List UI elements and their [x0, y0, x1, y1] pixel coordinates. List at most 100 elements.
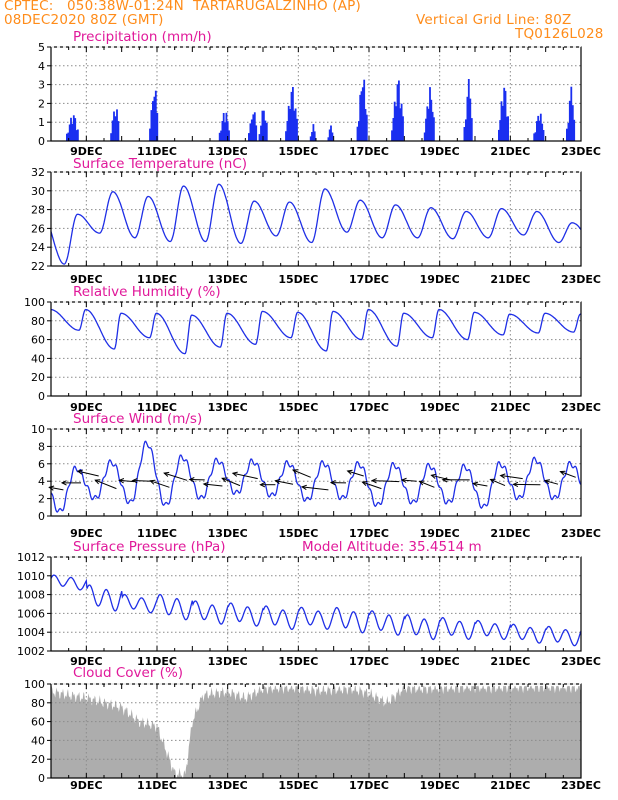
- precip-bar-79: [429, 87, 431, 141]
- precip-bar-108: [570, 86, 573, 141]
- wind-arrow-head: [60, 480, 67, 486]
- panel-1: 0 1 2 3 4 5 9DEC 11DEC 13DEC 15DEC 17DEC 19DEC 21DEC…: [38, 29, 601, 158]
- y-tick-label-1: 1: [38, 116, 45, 129]
- wind-arrow-head: [300, 484, 307, 491]
- wind-arrow: [401, 479, 417, 482]
- y-tick-label-5: 100: [24, 296, 45, 309]
- plot-frame: [50, 428, 582, 517]
- panel-5: 1002 1004 1006 1008 1010 1012 9DEC 11DEC 13DEC 15…: [17, 539, 601, 668]
- x-tick-label-2: 13DEC: [208, 401, 248, 414]
- wind-arrow: [473, 483, 488, 487]
- x-tick-label-0: 9DEC: [70, 145, 102, 158]
- precip-bar-51: [311, 132, 313, 141]
- x-tick-label-1: 11DEC: [137, 401, 177, 414]
- wind-arrow: [275, 480, 294, 485]
- precip-bar-15: [149, 128, 151, 141]
- x-tick-label-3: 15DEC: [278, 145, 318, 158]
- panel-title: Relative Humidity (%): [73, 284, 221, 300]
- y-tick-label-4: 8: [38, 440, 45, 453]
- precip-bar-28: [228, 130, 230, 141]
- precip-bar-83: [463, 127, 466, 141]
- wind-arrow: [372, 480, 400, 483]
- series-line: [51, 308, 581, 355]
- precip-bar-69: [395, 106, 397, 141]
- panel-title: Cloud Cover (%): [73, 665, 183, 681]
- precip-bar-7: [75, 130, 78, 141]
- precip-bar-36: [260, 125, 262, 141]
- x-tick-label-3: 15DEC: [278, 273, 318, 286]
- precip-bar-68: [393, 101, 396, 141]
- x-tick-label-1: 11DEC: [137, 527, 177, 540]
- panel-title: Surface Wind (m/s): [73, 411, 202, 427]
- precip-bar-84: [465, 119, 467, 141]
- precip-bar-59: [358, 121, 360, 141]
- wind-arrow: [544, 480, 559, 485]
- precip-bar-65: [365, 114, 368, 141]
- precip-bar-82: [433, 117, 435, 141]
- precip-bar-63: [363, 79, 366, 141]
- wind-arrow: [560, 471, 576, 478]
- precip-bar-46: [292, 87, 294, 141]
- x-tick-label-7: 23DEC: [561, 145, 601, 158]
- y-tick-label-5: 32: [31, 166, 45, 179]
- precip-bar-37: [261, 110, 264, 141]
- station-header: CPTEC: 050:38W-01:24N TARTARUGALZINHO (A…: [4, 0, 361, 14]
- wind-arrow-head: [489, 478, 496, 484]
- precip-bar-33: [253, 112, 256, 141]
- wind-arrow-head: [472, 481, 479, 487]
- wind-arrow-head: [163, 471, 170, 477]
- x-tick-label-7: 23DEC: [561, 779, 601, 792]
- x-tick-label-6: 21DEC: [490, 527, 530, 540]
- panel-4: 0 2 4 6 8 10 9DEC 11DEC 13DEC 15DEC 17DEC 19DEC 21DE…: [31, 411, 601, 540]
- precip-bar-48: [294, 108, 297, 141]
- wind-arrow: [203, 483, 223, 487]
- x-tick-label-0: 9DEC: [70, 273, 102, 286]
- y-tick-label-2: 4: [38, 475, 45, 488]
- precip-bar-13: [116, 109, 118, 141]
- x-tick-label-6: 21DEC: [490, 401, 530, 414]
- x-tick-label-4: 17DEC: [349, 145, 389, 158]
- x-tick-label-3: 15DEC: [278, 527, 318, 540]
- precip-bar-58: [356, 126, 359, 141]
- x-tick-label-3: 15DEC: [278, 401, 318, 414]
- precip-bar-95: [505, 116, 508, 141]
- precip-bar-52: [312, 124, 315, 141]
- x-tick-label-2: 13DEC: [208, 655, 248, 668]
- x-tick-label-5: 19DEC: [420, 145, 460, 158]
- precip-bar-89: [498, 129, 500, 141]
- precip-bar-92: [501, 105, 504, 141]
- wind-arrow-head: [274, 478, 281, 485]
- series-line: [50, 183, 582, 265]
- precip-bar-53: [313, 131, 316, 141]
- precip-bar-87: [469, 98, 472, 141]
- wind-arrow: [490, 478, 506, 487]
- precip-bar-6: [74, 118, 77, 141]
- wind-arrow-head: [291, 469, 299, 475]
- x-tick-label-3: 15DEC: [278, 655, 318, 668]
- precip-bar-77: [426, 106, 429, 141]
- wind-arrow: [150, 480, 170, 488]
- precip-bar-44: [289, 109, 291, 141]
- wind-arrow-head: [361, 481, 368, 486]
- precip-bar-17: [152, 101, 154, 141]
- wind-arrow-head: [94, 479, 101, 485]
- precip-bar-61: [360, 91, 363, 141]
- precip-bar-23: [221, 121, 224, 141]
- precip-bar-10: [111, 120, 114, 141]
- y-tick-label-3: 3: [38, 79, 45, 92]
- x-tick-label-6: 21DEC: [490, 779, 530, 792]
- precip-bar-16: [150, 110, 153, 141]
- x-tick-label-4: 17DEC: [349, 779, 389, 792]
- date-header: 08DEC2020 80Z (GMT): [4, 12, 164, 28]
- y-tick-label-0: 0: [38, 772, 45, 785]
- y-tick-label-1: 2: [38, 493, 45, 506]
- y-tick-label-4: 80: [31, 315, 45, 328]
- precip-bar-76: [425, 118, 427, 141]
- x-tick-label-4: 17DEC: [349, 401, 389, 414]
- wind-arrow-head: [221, 477, 228, 483]
- precip-bar-14: [117, 121, 120, 141]
- precip-bar-56: [330, 125, 332, 141]
- panel-6: 0 20 40 60 80 100 9DEC 11DEC 13DEC 15DEC 17DEC 19DE…: [24, 665, 601, 792]
- wind-arrow: [419, 480, 435, 488]
- x-tick-label-7: 23DEC: [561, 655, 601, 668]
